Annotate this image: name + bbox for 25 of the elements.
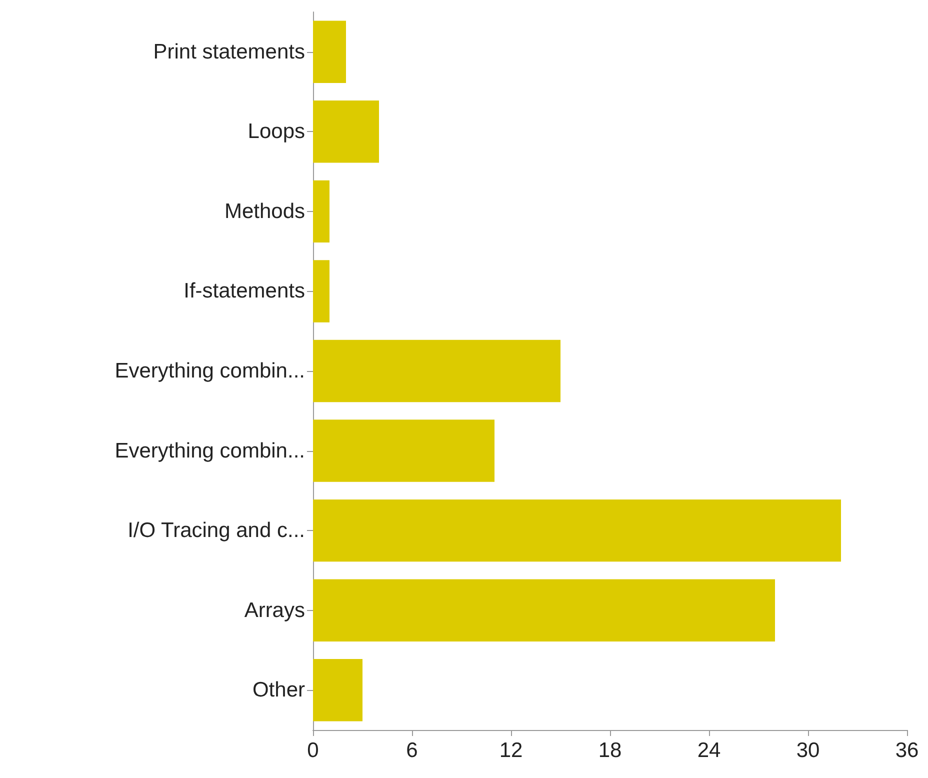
x-tick-label: 6 [406, 739, 418, 762]
x-tick-label: 36 [895, 739, 919, 762]
bar [313, 499, 841, 562]
bar [313, 180, 330, 243]
bar [313, 659, 362, 722]
y-tick-label: I/O Tracing and c... [128, 519, 305, 542]
x-tick-label: 30 [796, 739, 820, 762]
y-tick-label: Methods [224, 200, 305, 223]
y-tick-label: Arrays [244, 598, 305, 622]
y-tick-label: Loops [248, 120, 305, 144]
bar [313, 420, 494, 482]
y-tick-label: Everything combin... [114, 360, 305, 382]
bar [313, 20, 346, 83]
bar [313, 579, 775, 642]
y-tick-label: Print statements [153, 40, 305, 64]
y-tick-label: If-statements [184, 280, 305, 303]
x-tick-label: 12 [499, 739, 523, 762]
x-tick-label: 24 [697, 739, 721, 762]
bar [313, 260, 330, 322]
x-tick-label: 0 [307, 739, 319, 762]
y-tick-label: Other [252, 678, 305, 702]
bar [313, 340, 560, 402]
y-tick-label: Everything combin... [114, 439, 305, 462]
bar [313, 100, 379, 163]
x-tick-label: 18 [598, 739, 622, 762]
